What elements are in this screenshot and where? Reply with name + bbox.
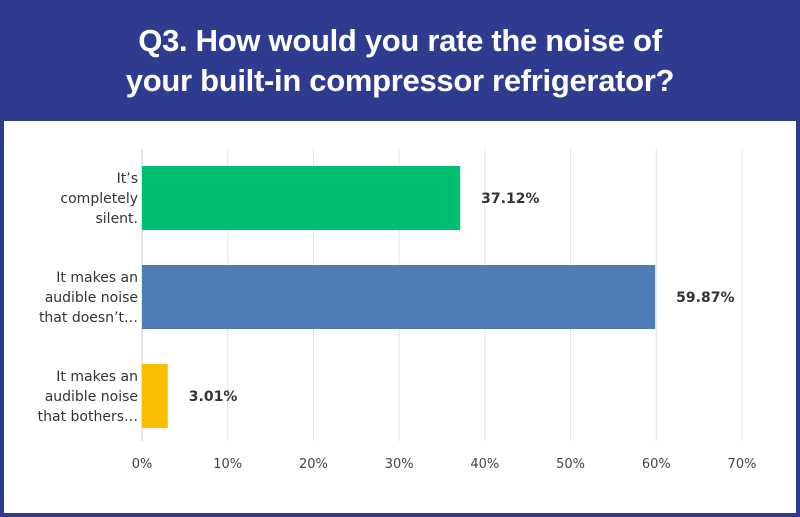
bar	[142, 265, 656, 329]
x-tick-label: 20%	[299, 457, 328, 472]
bar	[142, 364, 168, 428]
x-tick-label: 40%	[470, 457, 499, 472]
category-label: that bothers…	[38, 409, 138, 425]
category-label: completely	[60, 191, 138, 207]
x-tick-label: 60%	[642, 457, 671, 472]
category-label: silent.	[96, 211, 139, 227]
x-tick-label: 0%	[132, 457, 153, 472]
title-line-2: your built-in compressor refrigerator?	[125, 62, 675, 98]
category-label: It makes an	[56, 369, 138, 385]
x-tick-label: 50%	[556, 457, 585, 472]
bar	[142, 166, 461, 230]
category-label: that doesn’t…	[39, 310, 138, 326]
chart-panel: 0% 10% 20% 30% 40% 50% 60% 70% 37.12% It’s complet…	[4, 121, 796, 513]
category-label: It makes an	[56, 270, 138, 286]
category-label: audible noise	[45, 290, 138, 306]
data-label: 37.12%	[481, 191, 539, 207]
data-label: 59.87%	[676, 290, 734, 306]
bar-chart: 0% 10% 20% 30% 40% 50% 60% 70% 37.12% It’s complet…	[38, 149, 757, 472]
x-tick-label: 10%	[213, 457, 242, 472]
title-line-1: Q3. How would you rate the noise of	[138, 22, 662, 58]
x-tick-label: 70%	[728, 457, 757, 472]
category-label: It’s	[117, 171, 138, 187]
chart-title: Q3. How would you rate the noise of your…	[0, 0, 800, 121]
data-label: 3.01%	[189, 389, 238, 405]
x-tick-label: 30%	[385, 457, 414, 472]
category-label: audible noise	[45, 389, 138, 405]
